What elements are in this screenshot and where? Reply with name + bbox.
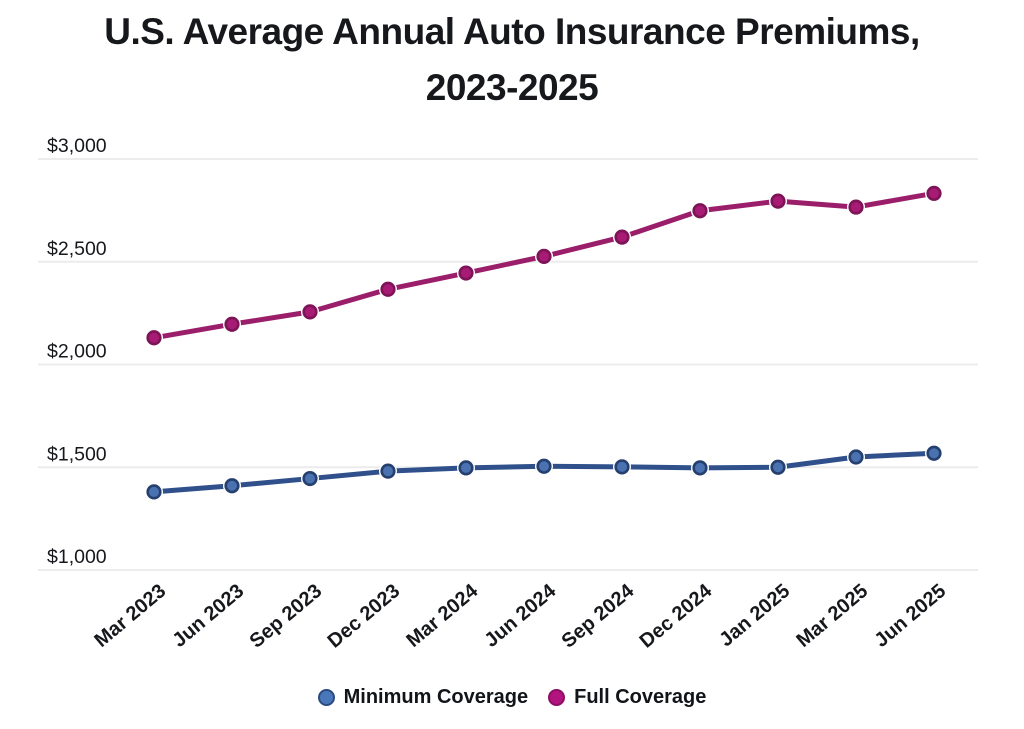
data-point — [458, 265, 474, 281]
y-axis-tick-label: $2,500 — [47, 238, 107, 260]
data-point — [224, 316, 240, 332]
x-axis-tick-label: Jan 2025 — [715, 580, 794, 651]
data-point — [536, 248, 552, 265]
y-axis-tick-label: $1,000 — [47, 546, 107, 568]
data-point — [848, 199, 864, 215]
legend-label: Minimum Coverage — [343, 685, 529, 708]
y-axis-tick-label: $2,000 — [47, 341, 107, 363]
x-axis-tick-label: Jun 2023 — [168, 580, 248, 652]
chart-title: U.S. Average Annual Auto Insurance Premi… — [104, 11, 920, 108]
legend-dot-icon — [317, 688, 335, 706]
data-point — [302, 470, 318, 487]
legend-dot-icon — [548, 688, 566, 706]
x-axis-tick-label: Jun 2024 — [480, 579, 560, 651]
data-point — [536, 458, 552, 474]
x-axis-tick-label: Jun 2025 — [870, 580, 950, 652]
x-axis-tick-label: Mar 2025 — [792, 580, 872, 652]
data-point — [146, 330, 162, 346]
series-line — [151, 190, 937, 341]
x-axis-tick-label: Mar 2024 — [402, 579, 482, 651]
data-point — [692, 203, 708, 219]
x-axis-tick-label: Dec 2023 — [324, 580, 405, 653]
y-axis-tick-label: $1,500 — [47, 443, 107, 465]
data-point — [458, 460, 474, 476]
data-point — [224, 478, 240, 494]
legend-item: Minimum Coverage — [317, 685, 529, 709]
data-point — [614, 229, 630, 245]
data-point — [770, 459, 786, 475]
x-axis-tick-label: Sep 2023 — [246, 580, 327, 653]
x-axis-tick-label: Mar 2023 — [90, 580, 170, 652]
data-point — [926, 185, 942, 201]
data-point — [614, 459, 630, 475]
legend-label: Full Coverage — [574, 685, 707, 708]
data-point — [926, 445, 942, 461]
data-point — [380, 281, 396, 297]
data-point — [848, 449, 864, 465]
x-axis-tick-label: Sep 2024 — [558, 579, 639, 652]
legend-item: Full Coverage — [548, 686, 706, 709]
data-point — [770, 193, 786, 209]
x-axis-tick-label: Dec 2024 — [636, 579, 717, 652]
y-axis-tick-label: $3,000 — [47, 135, 107, 157]
chart-legend: Minimum Coverage Full Coverage — [0, 676, 1024, 718]
data-point — [146, 484, 162, 500]
data-point — [380, 463, 396, 479]
data-point — [302, 304, 318, 320]
data-point — [692, 460, 708, 476]
